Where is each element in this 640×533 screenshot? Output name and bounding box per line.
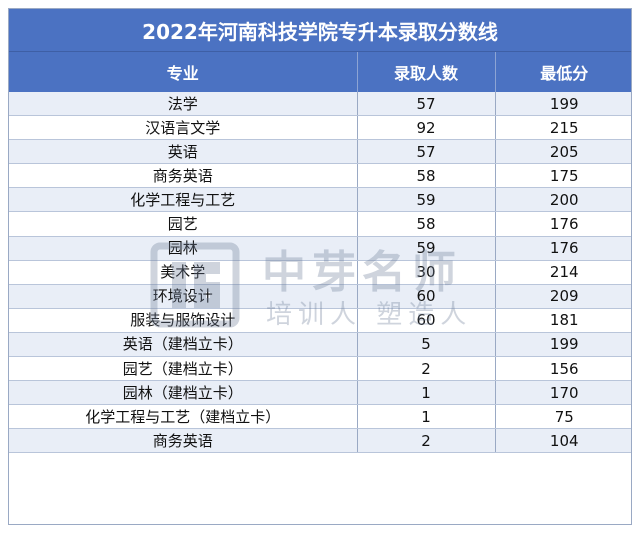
cell-major: 商务英语 — [9, 428, 358, 454]
cell-major: 环境设计 — [9, 284, 358, 309]
table-row: 化学工程与工艺 59 200 — [9, 187, 631, 213]
cell-admitted-count: 92 — [357, 115, 496, 141]
cell-min-score: 176 — [495, 236, 631, 261]
cell-major: 园林 — [9, 236, 358, 261]
cell-admitted-count: 57 — [357, 139, 496, 165]
cell-admitted-count: 58 — [357, 211, 496, 237]
cell-major: 英语（建档立卡） — [9, 332, 358, 358]
cell-admitted-count: 2 — [357, 428, 496, 454]
cell-admitted-count: 59 — [357, 187, 496, 213]
cell-min-score: 205 — [495, 139, 631, 165]
table-row: 园艺（建档立卡） 2 156 — [9, 356, 631, 382]
cell-min-score: 75 — [495, 404, 631, 430]
cell-major: 商务英语 — [9, 163, 358, 189]
cell-major: 园林（建档立卡） — [9, 380, 358, 406]
table-row: 英语（建档立卡） 5 199 — [9, 332, 631, 358]
cell-admitted-count: 60 — [357, 308, 496, 333]
table-row: 园林 59 176 — [9, 236, 631, 261]
cell-major: 化学工程与工艺（建档立卡） — [9, 404, 358, 430]
table-row: 化学工程与工艺（建档立卡） 1 75 — [9, 404, 631, 430]
cell-major: 园艺（建档立卡） — [9, 356, 358, 382]
cell-major: 美术学 — [9, 260, 358, 285]
cell-min-score: 200 — [495, 187, 631, 213]
cell-min-score: 199 — [495, 92, 631, 117]
cell-min-score: 156 — [495, 356, 631, 382]
cell-major: 化学工程与工艺 — [9, 187, 358, 213]
cell-min-score: 199 — [495, 332, 631, 358]
cell-admitted-count: 59 — [357, 236, 496, 261]
cell-min-score: 104 — [495, 428, 631, 454]
table-row: 园艺 58 176 — [9, 211, 631, 237]
table-header-row: 专业 录取人数 最低分 — [9, 52, 631, 92]
table-row: 商务英语 2 104 — [9, 428, 631, 454]
cell-min-score: 209 — [495, 284, 631, 309]
cell-admitted-count: 2 — [357, 356, 496, 382]
cell-admitted-count: 60 — [357, 284, 496, 309]
cell-admitted-count: 5 — [357, 332, 496, 358]
header-min-score: 最低分 — [495, 52, 631, 92]
table-body: 法学 57 199 汉语言文学 92 215 英语 57 205 商务英语 58 175 化学工程与工艺… — [9, 92, 631, 454]
table-title: 2022年河南科技学院专升本录取分数线 — [9, 9, 631, 52]
table-row: 英语 57 205 — [9, 139, 631, 165]
score-table: 专业 录取人数 最低分 法学 57 199 汉语言文学 92 215 英语 57 205 商务英语… — [9, 52, 631, 454]
table-row: 美术学 30 214 — [9, 260, 631, 285]
cell-admitted-count: 1 — [357, 380, 496, 406]
cell-min-score: 181 — [495, 308, 631, 333]
table-row: 园林（建档立卡） 1 170 — [9, 380, 631, 406]
header-admitted-count: 录取人数 — [357, 52, 496, 92]
cell-min-score: 170 — [495, 380, 631, 406]
header-major: 专业 — [9, 52, 358, 92]
cell-major: 法学 — [9, 92, 358, 117]
cell-admitted-count: 1 — [357, 404, 496, 430]
cell-min-score: 175 — [495, 163, 631, 189]
cell-admitted-count: 30 — [357, 260, 496, 285]
cell-min-score: 214 — [495, 260, 631, 285]
table-row: 环境设计 60 209 — [9, 284, 631, 309]
table-row: 法学 57 199 — [9, 92, 631, 117]
cell-major: 园艺 — [9, 211, 358, 237]
table-row: 商务英语 58 175 — [9, 163, 631, 189]
cell-admitted-count: 58 — [357, 163, 496, 189]
table-row: 服装与服饰设计 60 181 — [9, 308, 631, 333]
score-table-card: 2022年河南科技学院专升本录取分数线 专业 录取人数 最低分 法学 57 199 汉… — [8, 8, 632, 525]
cell-min-score: 215 — [495, 115, 631, 141]
cell-major: 服装与服饰设计 — [9, 308, 358, 333]
table-row: 汉语言文学 92 215 — [9, 115, 631, 141]
cell-admitted-count: 57 — [357, 92, 496, 117]
cell-min-score: 176 — [495, 211, 631, 237]
cell-major: 汉语言文学 — [9, 115, 358, 141]
cell-major: 英语 — [9, 139, 358, 165]
